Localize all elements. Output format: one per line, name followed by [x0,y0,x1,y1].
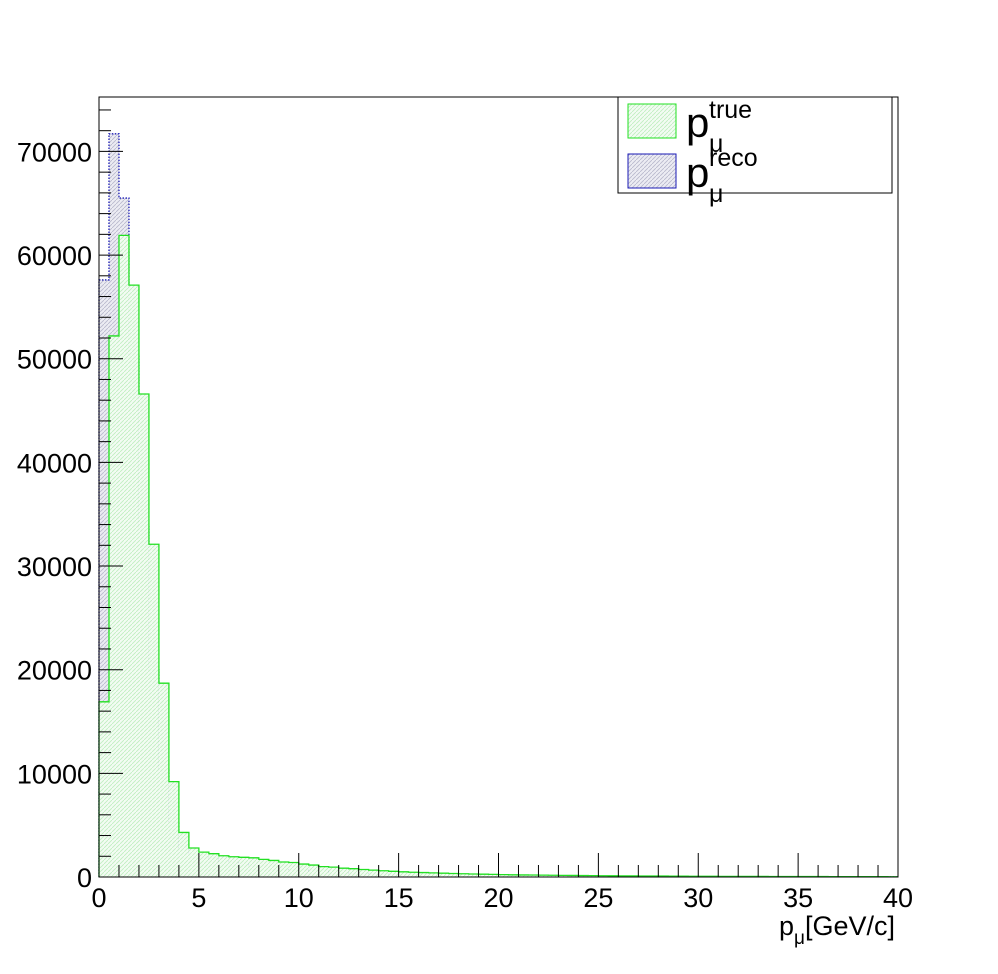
y-tick-label-20000: 20000 [17,656,92,686]
y-axis: 0 10000 20000 30000 40000 50000 60000 70000 [17,109,123,893]
x-tick-label-10: 10 [284,883,314,913]
legend-label-true: p [686,99,709,146]
legend-sub-true: μ [709,130,723,158]
histogram-bin-p_mu_true-21 [308,865,319,877]
y-tick-label-70000: 70000 [17,137,92,167]
series-outline-p_mu_reco [98,133,898,878]
y-tick-label-10000: 10000 [17,759,92,789]
histogram-bin-p_mu_true-4 [138,393,149,877]
legend-swatch-reco [627,153,677,189]
x-tick-label-20: 20 [483,883,513,913]
x-tick-label-5: 5 [191,883,206,913]
histogram-bin-p_mu_true-38 [478,874,489,877]
histogram-bin-p_mu_true-36 [458,873,469,877]
histogram-bin-p_mu_true-7 [168,781,179,877]
histogram-bin-p_mu_true-43 [528,875,539,877]
histogram-bin-p_mu_true-29 [388,871,399,877]
histogram-bin-p_mu_true-5 [148,544,159,877]
x-axis-title-sub: μ [794,928,805,949]
series-outline-p_mu_true [98,234,898,878]
histogram-bin-p_mu_true-39 [488,874,499,877]
histogram-bin-p_mu_true-46 [558,875,569,877]
plot-frame [98,96,899,878]
histogram-bin-p_mu_true-10 [198,852,209,877]
histogram-bin-p_mu_true-34 [438,873,449,877]
y-tick-label-0: 0 [77,863,92,893]
legend-label-reco: p [686,149,709,196]
histogram-bin-p_mu_true-1 [108,335,119,877]
histogram-bin-p_mu_true-26 [358,869,369,877]
histogram-bin-p_mu_true-41 [508,874,519,877]
histogram-bin-p_mu_true-23 [328,867,339,877]
histogram-bin-p_mu_true-31 [408,872,419,877]
histogram-bin-p_mu_true-22 [318,866,329,877]
x-axis-title-rest: [GeV/c] [805,911,895,941]
histogram-bin-p_mu_true-8 [178,832,189,877]
histogram-bin-p_mu_true-27 [368,870,379,877]
x-axis-title-main: p [779,911,794,941]
reco-series-layer [98,133,898,878]
histogram-bin-p_mu_true-20 [298,864,309,877]
x-axis: 0 5 10 15 20 25 30 35 40 [91,853,913,913]
histogram-bin-p_mu_true-9 [188,847,199,877]
x-tick-label-15: 15 [384,883,414,913]
y-tick-label-60000: 60000 [17,241,92,271]
histogram-bin-p_mu_true-48 [578,875,589,877]
histogram-bin-p_mu_true-33 [428,872,439,877]
histogram-bin-p_mu_true-11 [208,853,219,877]
x-tick-label-30: 30 [683,883,713,913]
histogram-bin-p_mu_true-19 [288,862,299,877]
histogram-bin-p_mu_true-24 [338,868,349,877]
x-tick-label-25: 25 [583,883,613,913]
histogram-bin-p_mu_true-18 [278,861,289,877]
histogram-bin-p_mu_true-13 [228,856,239,877]
histogram-bin-p_mu_true-44 [538,875,549,877]
histogram-bin-p_mu_true-37 [468,873,479,877]
histogram-bin-p_mu_reco-0 [99,279,109,877]
histogram-bin-p_mu_true-30 [398,871,409,877]
x-tick-label-0: 0 [91,883,106,913]
legend-sup-true: true [709,96,752,124]
histogram-bin-p_mu_true-32 [418,872,429,877]
legend-sup-reco: reco [709,144,758,172]
histogram-bin-p_mu_true-47 [568,875,579,877]
histogram-bin-p_mu_true-35 [448,873,459,877]
x-tick-label-35: 35 [783,883,813,913]
histogram-bin-p_mu_true-12 [218,855,229,877]
x-axis-title: pμ[GeV/c] [779,911,895,949]
histogram-bin-p_mu_true-3 [128,285,139,877]
histogram-bin-p_mu_true-42 [518,874,529,877]
legend: p true μ p reco μ [617,96,893,208]
legend-true-main: p [686,99,709,146]
histogram-bin-p_mu_true-2 [118,235,129,878]
histogram-bin-p_mu_true-16 [258,859,269,877]
histogram-bin-p_mu_true-28 [378,870,389,877]
histogram-bin-p_mu_true-45 [548,875,559,877]
histogram-bin-p_mu_true-17 [268,860,279,877]
legend-reco-main: p [686,149,709,196]
histogram-bin-p_mu_true-49 [588,875,599,877]
legend-swatch-true [627,103,677,139]
histogram-bin-p_mu_true-15 [248,857,259,877]
y-tick-label-40000: 40000 [17,448,92,478]
histogram-bin-p_mu_true-6 [158,683,169,877]
histogram-bin-p_mu_true-25 [348,868,359,877]
y-tick-label-30000: 30000 [17,552,92,582]
y-tick-label-50000: 50000 [17,345,92,375]
true-series-layer [98,234,898,878]
histogram-bin-p_mu_true-14 [238,857,249,877]
x-tick-label-40: 40 [883,883,913,913]
histogram-bin-p_mu_true-40 [498,874,509,877]
legend-sub-reco: μ [709,180,723,208]
histogram-bin-p_mu_true-0 [99,701,109,877]
